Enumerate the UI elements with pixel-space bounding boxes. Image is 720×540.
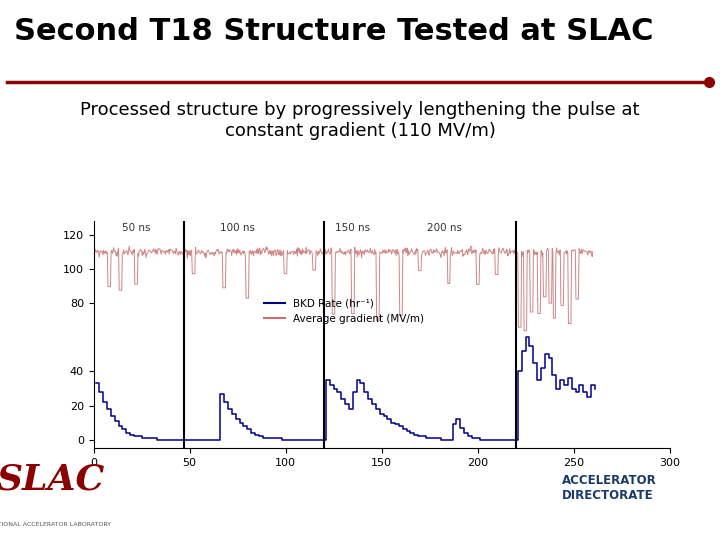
- Text: SLAC: SLAC: [0, 463, 104, 496]
- Text: NATIONAL ACCELERATOR LABORATORY: NATIONAL ACCELERATOR LABORATORY: [0, 522, 112, 527]
- Text: 150 ns: 150 ns: [336, 224, 370, 233]
- Text: Second T18 Structure Tested at SLAC: Second T18 Structure Tested at SLAC: [14, 17, 654, 46]
- Text: 50 ns: 50 ns: [122, 224, 150, 233]
- Text: ACCELERATOR
DIRECTORATE: ACCELERATOR DIRECTORATE: [562, 474, 657, 502]
- Text: 100 ns: 100 ns: [220, 224, 255, 233]
- Legend: BKD Rate (hr⁻¹), Average gradient (MV/m): BKD Rate (hr⁻¹), Average gradient (MV/m): [260, 295, 428, 328]
- Text: Processed structure by progressively lengthening the pulse at
constant gradient : Processed structure by progressively len…: [80, 102, 640, 140]
- Text: 200 ns: 200 ns: [428, 224, 462, 233]
